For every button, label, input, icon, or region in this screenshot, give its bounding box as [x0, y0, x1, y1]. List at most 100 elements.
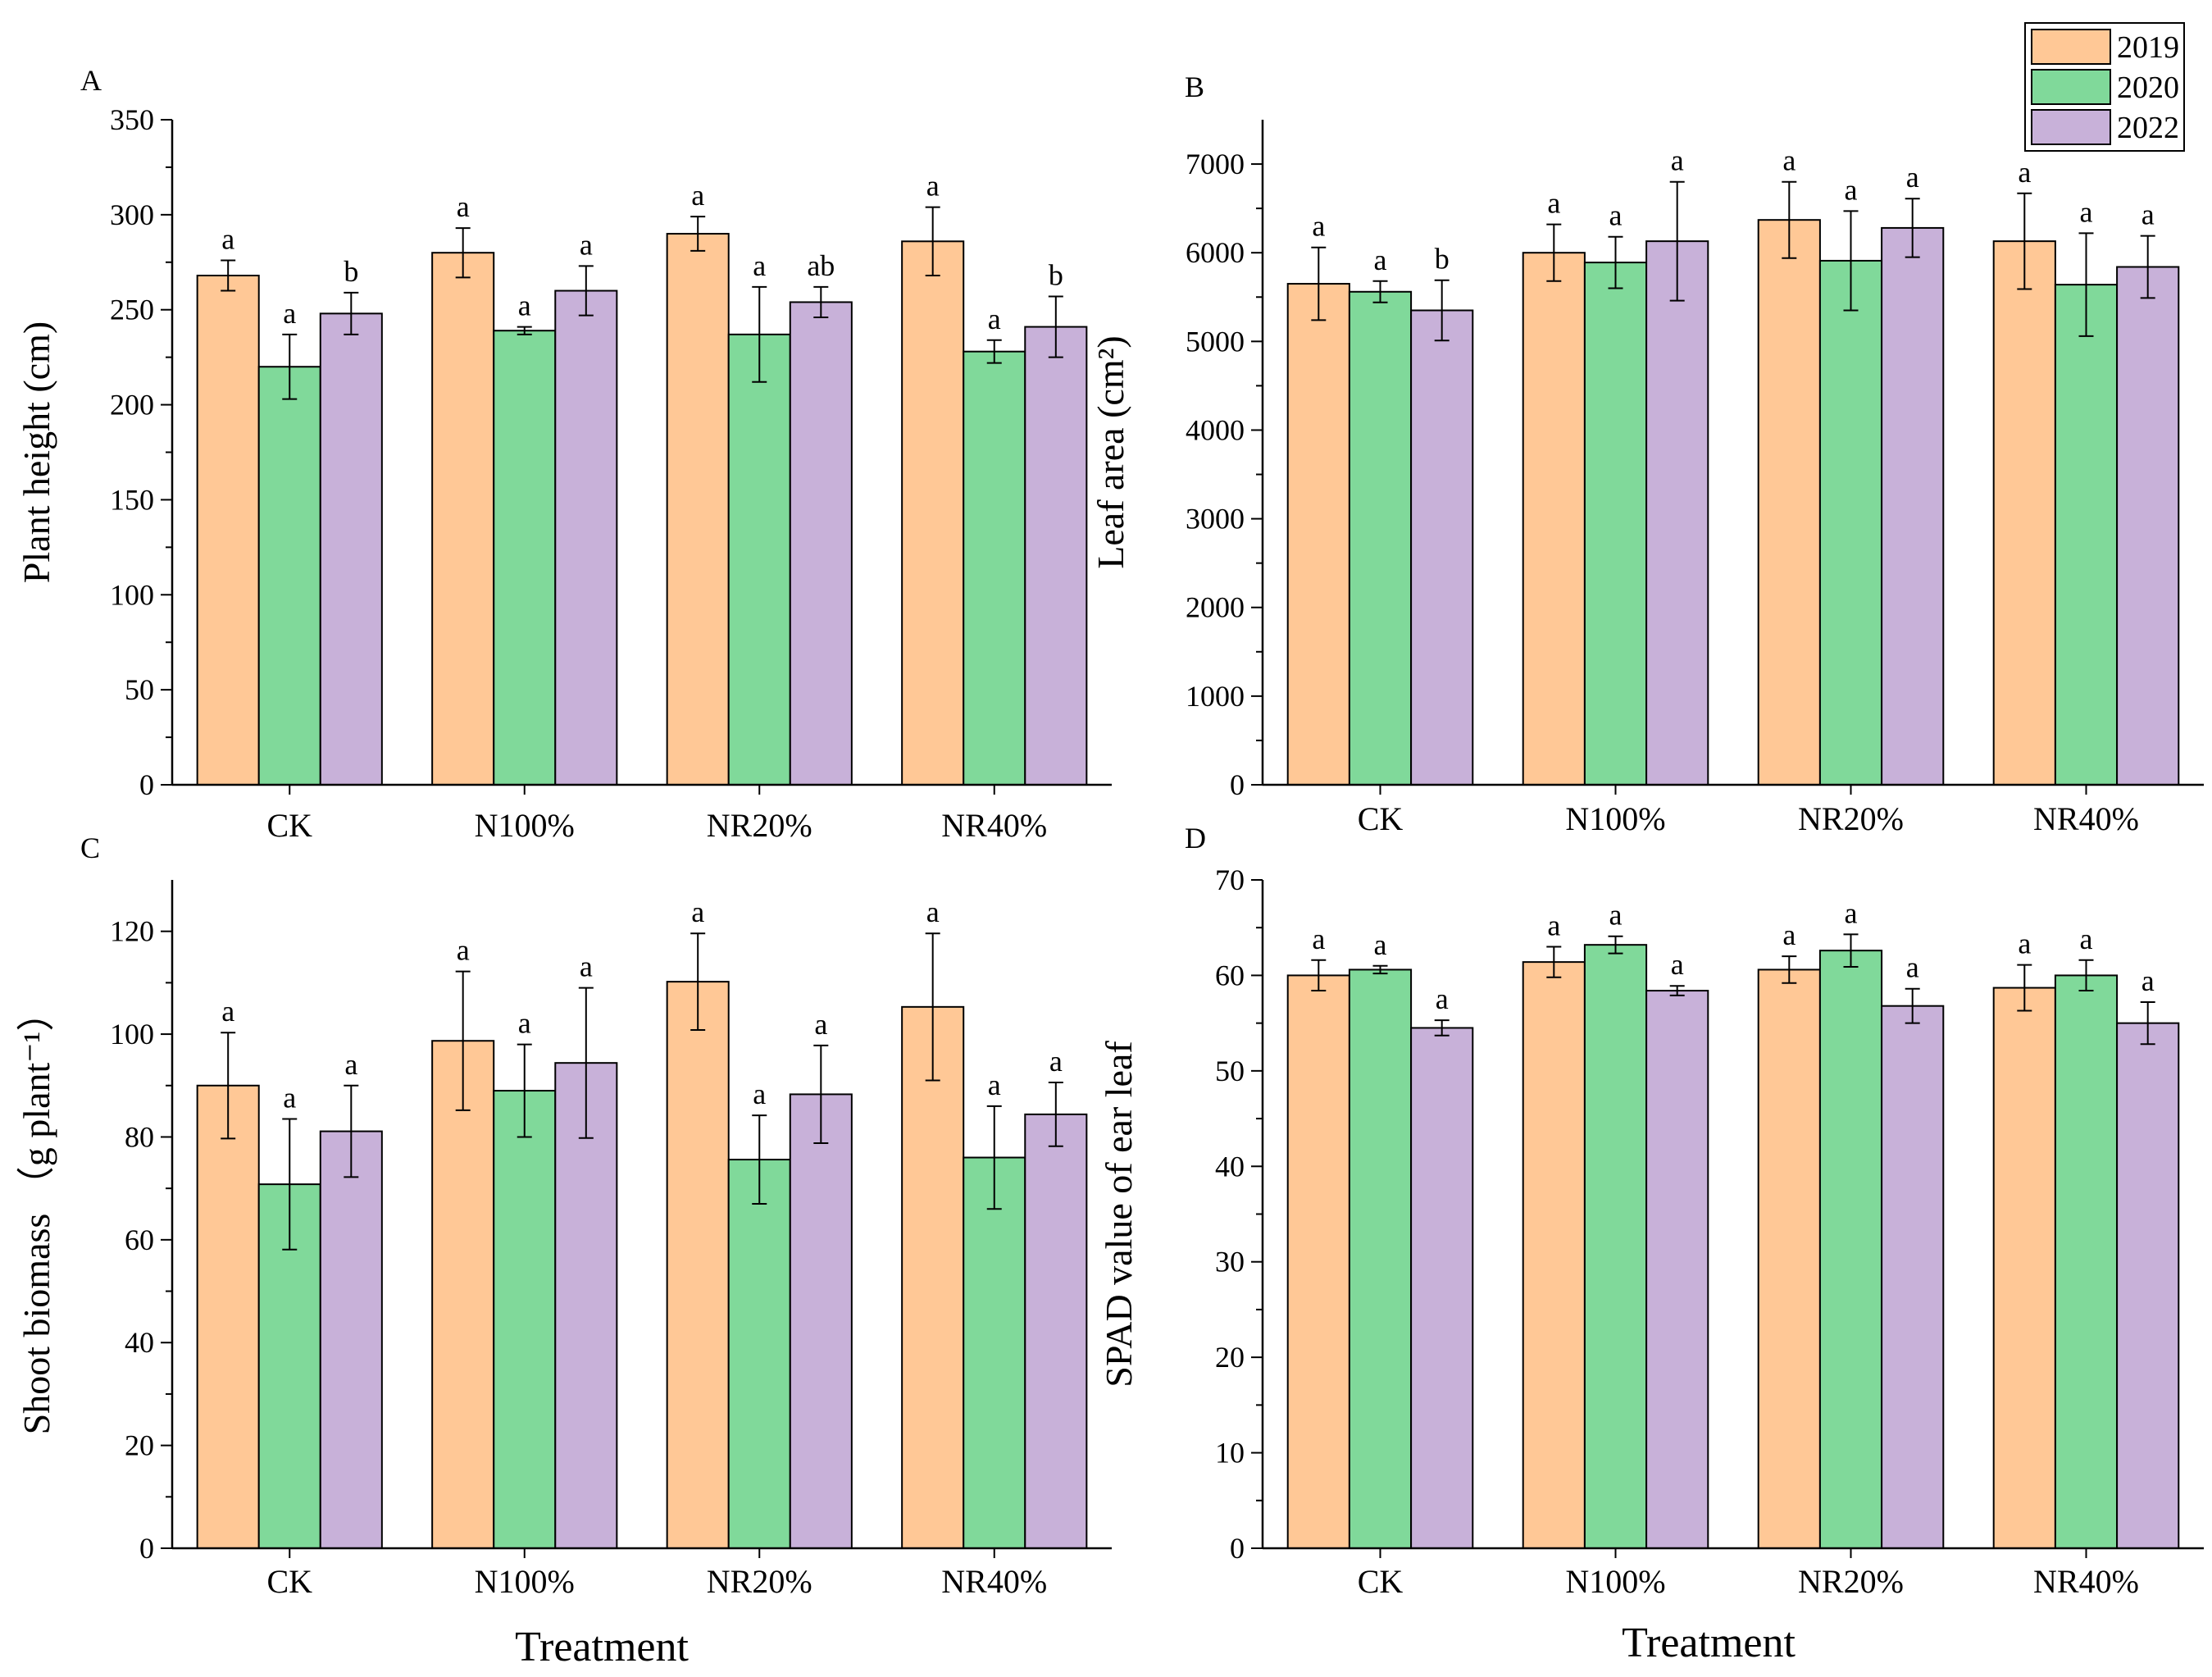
sig-letter-d-2-2: a: [1906, 951, 1919, 984]
bar-b-1-0: [1522, 252, 1586, 786]
panel-d: D SPAD value of ear leaf a a a CK a a a N100% a a a N…: [1098, 822, 2204, 1600]
sig-letter-d-0-1: a: [1374, 928, 1387, 961]
bar-a-0-0: [196, 275, 260, 786]
y-tick-label-a-0: 0: [139, 768, 154, 801]
y-tick-label-d-7: 70: [1215, 864, 1245, 896]
x-tick-label-b-0: CK: [1358, 800, 1404, 837]
y-tick-label-d-6: 60: [1215, 959, 1245, 991]
bar-b-3-1: [2054, 284, 2119, 786]
sig-letter-c-3-0: a: [926, 895, 940, 928]
sig-letter-c-3-2: a: [1049, 1045, 1063, 1078]
x-tick-label-a-1: N100%: [475, 807, 575, 844]
y-tick-label-d-5: 50: [1215, 1055, 1245, 1087]
sig-letter-a-1-2: a: [580, 228, 593, 261]
x-axis-title-right: Treatment: [1622, 1620, 1796, 1666]
bar-b-0-0: [1286, 283, 1350, 786]
sig-letter-b-1-0: a: [1547, 187, 1560, 220]
y-tick-label-a-6: 300: [110, 198, 154, 231]
y-tick-label-b-0: 0: [1230, 768, 1245, 801]
bar-d-0-1: [1348, 968, 1413, 1549]
bar-d-0-2: [1410, 1027, 1474, 1549]
y-tick-label-c-4: 80: [125, 1120, 154, 1153]
bar-b-2-1: [1818, 259, 1883, 786]
y-tick-label-d-2: 20: [1215, 1341, 1245, 1374]
y-tick-label-b-4: 4000: [1186, 413, 1245, 446]
sig-letter-b-0-1: a: [1374, 244, 1387, 276]
bar-c-1-0: [431, 1040, 495, 1549]
y-tick-label-a-1: 50: [125, 673, 154, 706]
sig-letter-a-2-2: ab: [807, 249, 835, 282]
sig-letter-d-1-0: a: [1547, 909, 1560, 942]
sig-letter-b-3-1: a: [2080, 195, 2093, 228]
sig-letter-a-1-0: a: [457, 190, 470, 223]
bar-c-0-0: [196, 1084, 260, 1550]
y-tick-label-d-1: 10: [1215, 1437, 1245, 1470]
bar-a-1-0: [431, 252, 495, 786]
sig-letter-d-3-0: a: [2018, 927, 2031, 960]
bar-c-2-2: [789, 1093, 853, 1549]
legend-swatch-2022: [2031, 109, 2111, 145]
sig-letter-b-2-1: a: [1845, 173, 1858, 206]
bar-d-2-1: [1818, 950, 1883, 1549]
sig-letter-a-2-1: a: [753, 249, 766, 282]
y-tick-label-a-4: 200: [110, 389, 154, 422]
y-tick-label-b-1: 1000: [1186, 680, 1245, 713]
y-tick-label-b-5: 5000: [1186, 325, 1245, 358]
y-tick-label-a-5: 250: [110, 294, 154, 326]
sig-letter-a-0-1: a: [283, 297, 296, 330]
bar-a-1-1: [493, 330, 557, 786]
sig-letter-c-1-1: a: [518, 1007, 531, 1040]
sig-letter-a-1-1: a: [518, 289, 531, 322]
legend-swatch-2020: [2031, 69, 2111, 105]
y-tick-label-a-7: 350: [110, 103, 154, 136]
y-tick-label-b-6: 6000: [1186, 236, 1245, 269]
y-tick-label-c-5: 100: [110, 1018, 154, 1050]
sig-letter-a-0-2: b: [344, 255, 358, 288]
panel-letter-a: A: [80, 64, 102, 97]
bar-c-3-0: [901, 1005, 965, 1549]
sig-letter-c-1-2: a: [580, 950, 593, 983]
bar-d-2-2: [1881, 1005, 1945, 1549]
x-tick-label-a-3: NR40%: [941, 807, 1047, 844]
x-axis-title-left: Treatment: [515, 1624, 689, 1670]
x-tick-label-a-0: CK: [266, 807, 312, 844]
y-axis-title-c: Shoot biomass （g plant⁻¹）: [16, 994, 57, 1435]
bar-b-0-1: [1348, 290, 1413, 786]
sig-letter-b-2-2: a: [1906, 161, 1919, 194]
legend-label-2020: 2020: [2117, 71, 2179, 105]
x-tick-label-b-3: NR40%: [2033, 800, 2139, 837]
sig-letter-c-0-0: a: [221, 995, 234, 1028]
bar-c-2-0: [666, 981, 730, 1549]
x-tick-label-b-1: N100%: [1565, 800, 1665, 837]
bar-d-1-1: [1583, 944, 1648, 1549]
bar-c-3-1: [963, 1156, 1026, 1549]
y-axis-title-a: Plant height (cm): [16, 321, 57, 583]
sig-letter-b-0-2: b: [1435, 243, 1450, 276]
sig-letter-d-0-0: a: [1312, 923, 1325, 955]
y-tick-label-c-2: 40: [125, 1326, 154, 1359]
bar-c-3-2: [1024, 1113, 1088, 1549]
bar-b-2-0: [1757, 219, 1821, 786]
sig-letter-d-1-1: a: [1609, 899, 1623, 932]
panel-letter-d: D: [1185, 822, 1206, 854]
x-tick-label-c-0: CK: [266, 1563, 312, 1600]
legend-label-2022: 2022: [2117, 111, 2179, 145]
bar-d-1-0: [1522, 961, 1586, 1549]
bar-a-0-1: [257, 366, 321, 786]
y-tick-label-b-7: 7000: [1186, 148, 1245, 180]
y-tick-label-c-0: 0: [139, 1532, 154, 1565]
sig-letter-c-3-1: a: [988, 1069, 1001, 1101]
x-tick-label-d-3: NR40%: [2033, 1563, 2139, 1600]
y-tick-label-c-6: 120: [110, 915, 154, 948]
x-tick-label-c-2: NR20%: [707, 1563, 812, 1600]
panel-b: B Leaf area (cm²) a a b CK a a a N100% a a a NR20% a a a…: [1090, 71, 2204, 837]
bar-a-0-2: [319, 312, 383, 786]
panel-letter-b: B: [1185, 71, 1204, 103]
sig-letter-c-2-0: a: [691, 895, 704, 928]
bar-a-2-0: [666, 233, 730, 786]
x-tick-label-d-2: NR20%: [1798, 1563, 1904, 1600]
bar-c-2-1: [727, 1159, 791, 1549]
